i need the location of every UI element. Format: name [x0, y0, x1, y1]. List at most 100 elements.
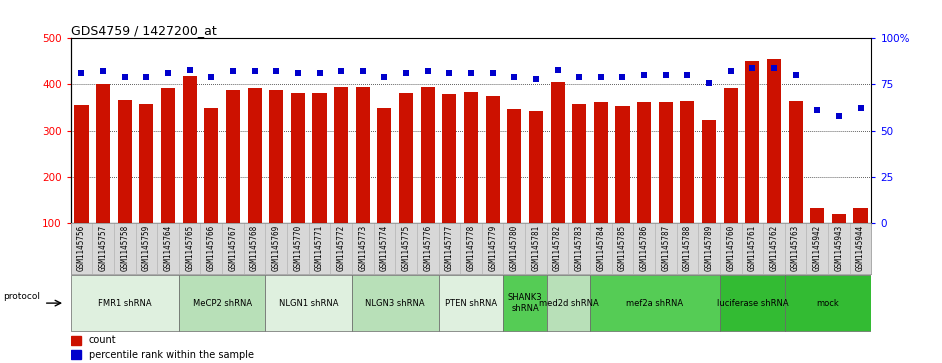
Point: [702, 79, 717, 85]
Point: [290, 70, 305, 76]
Bar: [810, 208, 824, 223]
Text: GSM1145760: GSM1145760: [726, 225, 735, 271]
Point: [550, 67, 565, 73]
Text: GSM1145785: GSM1145785: [618, 225, 627, 271]
Bar: [74, 105, 89, 223]
Text: protocol: protocol: [4, 291, 41, 301]
Point: [463, 70, 479, 76]
Bar: [399, 93, 414, 223]
Text: GSM1145775: GSM1145775: [401, 225, 411, 271]
Point: [810, 107, 825, 113]
Text: mock: mock: [817, 299, 839, 307]
Bar: [720, 275, 785, 331]
Point: [767, 65, 782, 71]
Text: mef2a shRNA: mef2a shRNA: [626, 299, 684, 307]
Point: [853, 106, 869, 111]
Bar: [503, 275, 546, 331]
Bar: [590, 275, 720, 331]
Text: GSM1145769: GSM1145769: [271, 225, 281, 271]
Text: GSM1145778: GSM1145778: [466, 225, 476, 271]
Bar: [71, 336, 81, 345]
Bar: [356, 87, 370, 223]
Bar: [528, 111, 543, 223]
Bar: [658, 102, 673, 223]
Bar: [546, 275, 590, 331]
Text: GSM1145759: GSM1145759: [142, 225, 151, 271]
Bar: [266, 275, 352, 331]
Bar: [439, 275, 503, 331]
Text: GSM1145789: GSM1145789: [705, 225, 713, 271]
Point: [73, 70, 89, 76]
Point: [247, 69, 262, 74]
Text: GDS4759 / 1427200_at: GDS4759 / 1427200_at: [71, 24, 217, 37]
Bar: [745, 61, 759, 223]
Point: [333, 69, 349, 74]
Point: [572, 74, 587, 80]
Text: GSM1145780: GSM1145780: [510, 225, 519, 271]
Text: GSM1145771: GSM1145771: [315, 225, 324, 271]
Text: GSM1145765: GSM1145765: [186, 225, 194, 271]
Text: GSM1145944: GSM1145944: [856, 225, 865, 271]
Bar: [269, 90, 284, 223]
Text: GSM1145788: GSM1145788: [683, 225, 692, 271]
Bar: [767, 59, 781, 223]
Bar: [507, 109, 521, 223]
Text: luciferase shRNA: luciferase shRNA: [717, 299, 788, 307]
Bar: [248, 87, 262, 223]
Text: FMR1 shRNA: FMR1 shRNA: [98, 299, 152, 307]
Bar: [702, 121, 716, 223]
Text: GSM1145777: GSM1145777: [445, 225, 454, 271]
Point: [745, 65, 760, 71]
Text: GSM1145763: GSM1145763: [791, 225, 800, 271]
Text: SHANK3
shRNA: SHANK3 shRNA: [508, 293, 543, 313]
Bar: [785, 275, 871, 331]
Text: GSM1145783: GSM1145783: [575, 225, 584, 271]
Bar: [226, 90, 240, 223]
Bar: [183, 76, 197, 223]
Bar: [71, 350, 81, 359]
Point: [723, 69, 739, 74]
Text: NLGN1 shRNA: NLGN1 shRNA: [279, 299, 338, 307]
Bar: [421, 87, 435, 223]
Point: [420, 69, 435, 74]
Point: [203, 74, 219, 80]
Bar: [161, 87, 175, 223]
Text: GSM1145766: GSM1145766: [207, 225, 216, 271]
Point: [182, 67, 197, 73]
Text: GSM1145776: GSM1145776: [423, 225, 432, 271]
Bar: [486, 96, 499, 223]
Point: [615, 74, 630, 80]
Text: GSM1145781: GSM1145781: [531, 225, 541, 271]
Bar: [572, 104, 586, 223]
Bar: [788, 101, 803, 223]
Text: GSM1145787: GSM1145787: [661, 225, 671, 271]
Bar: [313, 93, 327, 223]
Text: GSM1145767: GSM1145767: [229, 225, 237, 271]
Text: GSM1145782: GSM1145782: [553, 225, 562, 271]
Bar: [593, 102, 608, 223]
Text: GSM1145756: GSM1145756: [77, 225, 86, 271]
Text: GSM1145786: GSM1145786: [640, 225, 649, 271]
Point: [680, 72, 695, 78]
Text: NLGN3 shRNA: NLGN3 shRNA: [365, 299, 425, 307]
Text: GSM1145774: GSM1145774: [380, 225, 389, 271]
Text: GSM1145762: GSM1145762: [770, 225, 778, 271]
Bar: [204, 107, 219, 223]
Text: GSM1145770: GSM1145770: [293, 225, 302, 271]
Text: GSM1145942: GSM1145942: [813, 225, 821, 271]
Bar: [352, 275, 439, 331]
Point: [160, 70, 175, 76]
Bar: [550, 82, 564, 223]
Point: [658, 72, 674, 78]
Text: GSM1145779: GSM1145779: [488, 225, 497, 271]
Text: PTEN shRNA: PTEN shRNA: [445, 299, 497, 307]
Bar: [464, 92, 478, 223]
Point: [637, 72, 652, 78]
Point: [312, 70, 327, 76]
Bar: [71, 275, 179, 331]
Text: GSM1145768: GSM1145768: [250, 225, 259, 271]
Text: percentile rank within the sample: percentile rank within the sample: [89, 350, 253, 360]
Text: GSM1145784: GSM1145784: [596, 225, 606, 271]
Point: [442, 70, 457, 76]
Text: GSM1145757: GSM1145757: [99, 225, 107, 271]
